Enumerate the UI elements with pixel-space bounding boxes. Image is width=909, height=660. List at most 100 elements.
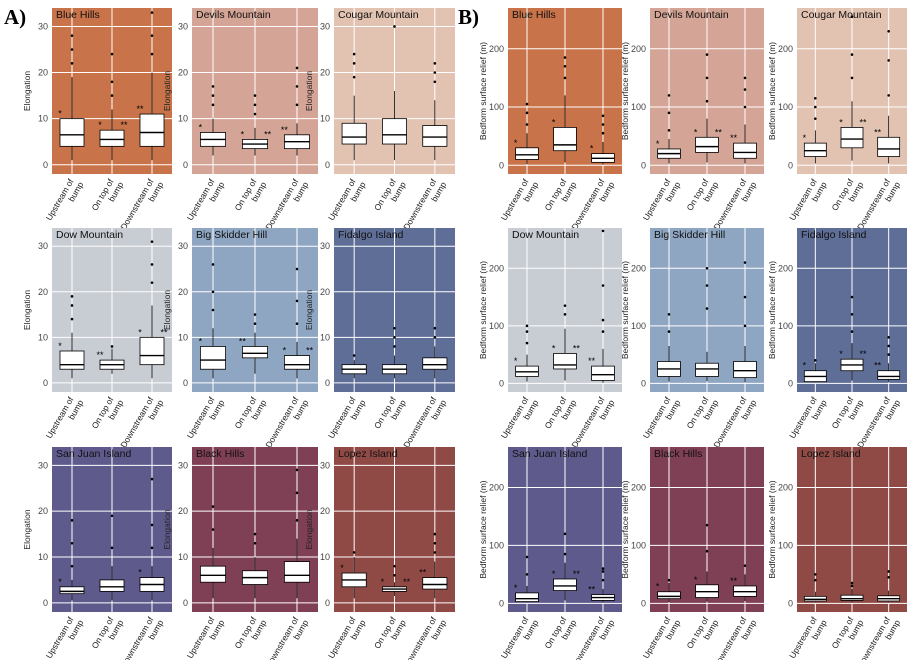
y-tick-label: 10 <box>178 552 188 562</box>
outlier <box>295 491 299 495</box>
outlier <box>211 103 215 107</box>
outlier <box>211 290 215 294</box>
outlier <box>705 307 709 310</box>
y-tick-label: 30 <box>178 21 188 31</box>
outlier <box>352 62 356 65</box>
subplot-title: Dow Mountain <box>512 229 579 241</box>
y-axis-label: Elongation <box>162 290 172 330</box>
outlier <box>295 85 299 88</box>
x-tick-label: Downstream of bump <box>263 613 310 660</box>
outlier <box>563 532 567 536</box>
box <box>657 591 681 600</box>
outlier <box>887 29 890 33</box>
outlier <box>433 71 437 74</box>
y-tick-label: 10 <box>320 332 330 342</box>
box <box>59 586 85 595</box>
outlier <box>743 324 747 328</box>
box <box>877 136 901 157</box>
significance-mark: * <box>656 139 660 149</box>
box <box>840 127 864 149</box>
significance-mark: * <box>656 582 660 592</box>
outlier <box>563 56 567 59</box>
significance-mark: * <box>381 577 385 587</box>
outlier <box>211 94 215 97</box>
x-tick-label: Downstream of bump <box>118 393 165 455</box>
box <box>877 370 901 380</box>
significance-mark: ** <box>874 361 882 371</box>
subplot-title: Big Skidder Hill <box>196 229 267 241</box>
panel-label: B) <box>458 5 479 29</box>
outlier <box>525 111 529 115</box>
box <box>283 561 310 583</box>
y-tick-label: 0 <box>499 378 504 388</box>
y-tick-label: 20 <box>38 68 48 78</box>
significance-mark: ** <box>859 349 867 359</box>
y-tick-label: 20 <box>38 506 48 516</box>
significance-mark: ** <box>573 343 581 353</box>
x-tick-label-line: Downstream of <box>118 393 156 450</box>
y-tick-label: 100 <box>778 321 793 331</box>
outlier <box>70 295 74 298</box>
outlier <box>601 318 605 322</box>
outlier <box>563 313 567 316</box>
x-tick-label: Upstream of bump <box>185 393 227 445</box>
outlier <box>110 94 114 97</box>
outlier <box>211 308 215 312</box>
significance-mark: * <box>241 129 245 139</box>
outlier <box>601 114 605 118</box>
outlier <box>705 53 709 56</box>
outlier <box>295 322 299 325</box>
outlier <box>70 564 74 568</box>
y-tick-label: 0 <box>641 598 646 608</box>
significance-mark: * <box>803 361 807 371</box>
outlier <box>211 505 215 508</box>
y-tick-label: 0 <box>183 378 188 388</box>
box <box>591 365 615 381</box>
significance-mark: * <box>694 127 698 137</box>
outlier <box>743 564 747 567</box>
outlier <box>110 52 114 56</box>
y-tick-label: 0 <box>183 160 188 170</box>
y-tick-label: 0 <box>43 378 48 388</box>
significance-mark: * <box>199 123 203 133</box>
outlier <box>667 578 671 582</box>
subplot-title: Fidalgo Island <box>338 229 404 241</box>
outlier <box>601 123 605 126</box>
outlier <box>563 304 567 307</box>
outlier <box>295 103 299 107</box>
y-tick-label: 0 <box>183 598 188 608</box>
outlier <box>295 468 299 472</box>
subplot-title: Cougar Mountain <box>338 9 419 21</box>
significance-mark: * <box>340 563 344 573</box>
y-axis-label: Bedform surface relief (m) <box>620 261 630 359</box>
y-tick-label: 30 <box>320 21 330 31</box>
significance-mark: * <box>58 577 62 587</box>
y-tick-label: 0 <box>788 378 793 388</box>
y-axis-label: Elongation <box>162 509 172 549</box>
y-tick-label: 10 <box>38 114 48 124</box>
outlier <box>352 354 356 357</box>
y-tick-label: 200 <box>631 483 646 493</box>
outlier <box>150 34 154 37</box>
subplot-title: Blue Hills <box>512 9 556 21</box>
y-axis-label: Bedform surface relief (m) <box>767 480 777 578</box>
significance-mark: * <box>199 336 203 346</box>
outlier <box>393 345 396 348</box>
y-tick-label: 100 <box>489 102 504 112</box>
x-tick-label: On top of bump <box>684 175 720 218</box>
significance-mark: ** <box>120 120 128 130</box>
significance-mark: * <box>514 583 518 593</box>
y-tick-label: 200 <box>489 263 504 273</box>
y-axis-label: Bedform surface relief (m) <box>767 42 777 140</box>
significance-mark: * <box>138 327 142 337</box>
outlier <box>705 99 709 103</box>
outlier <box>352 52 356 56</box>
y-tick-label: 10 <box>38 552 48 562</box>
outlier <box>150 263 154 266</box>
subplot-title: Black Hills <box>654 448 702 460</box>
y-tick-label: 200 <box>489 483 504 493</box>
y-tick-label: 30 <box>38 460 48 470</box>
x-tick-label: On top of bump <box>829 613 865 656</box>
y-tick-label: 0 <box>641 160 646 170</box>
y-tick-label: 100 <box>631 321 646 331</box>
